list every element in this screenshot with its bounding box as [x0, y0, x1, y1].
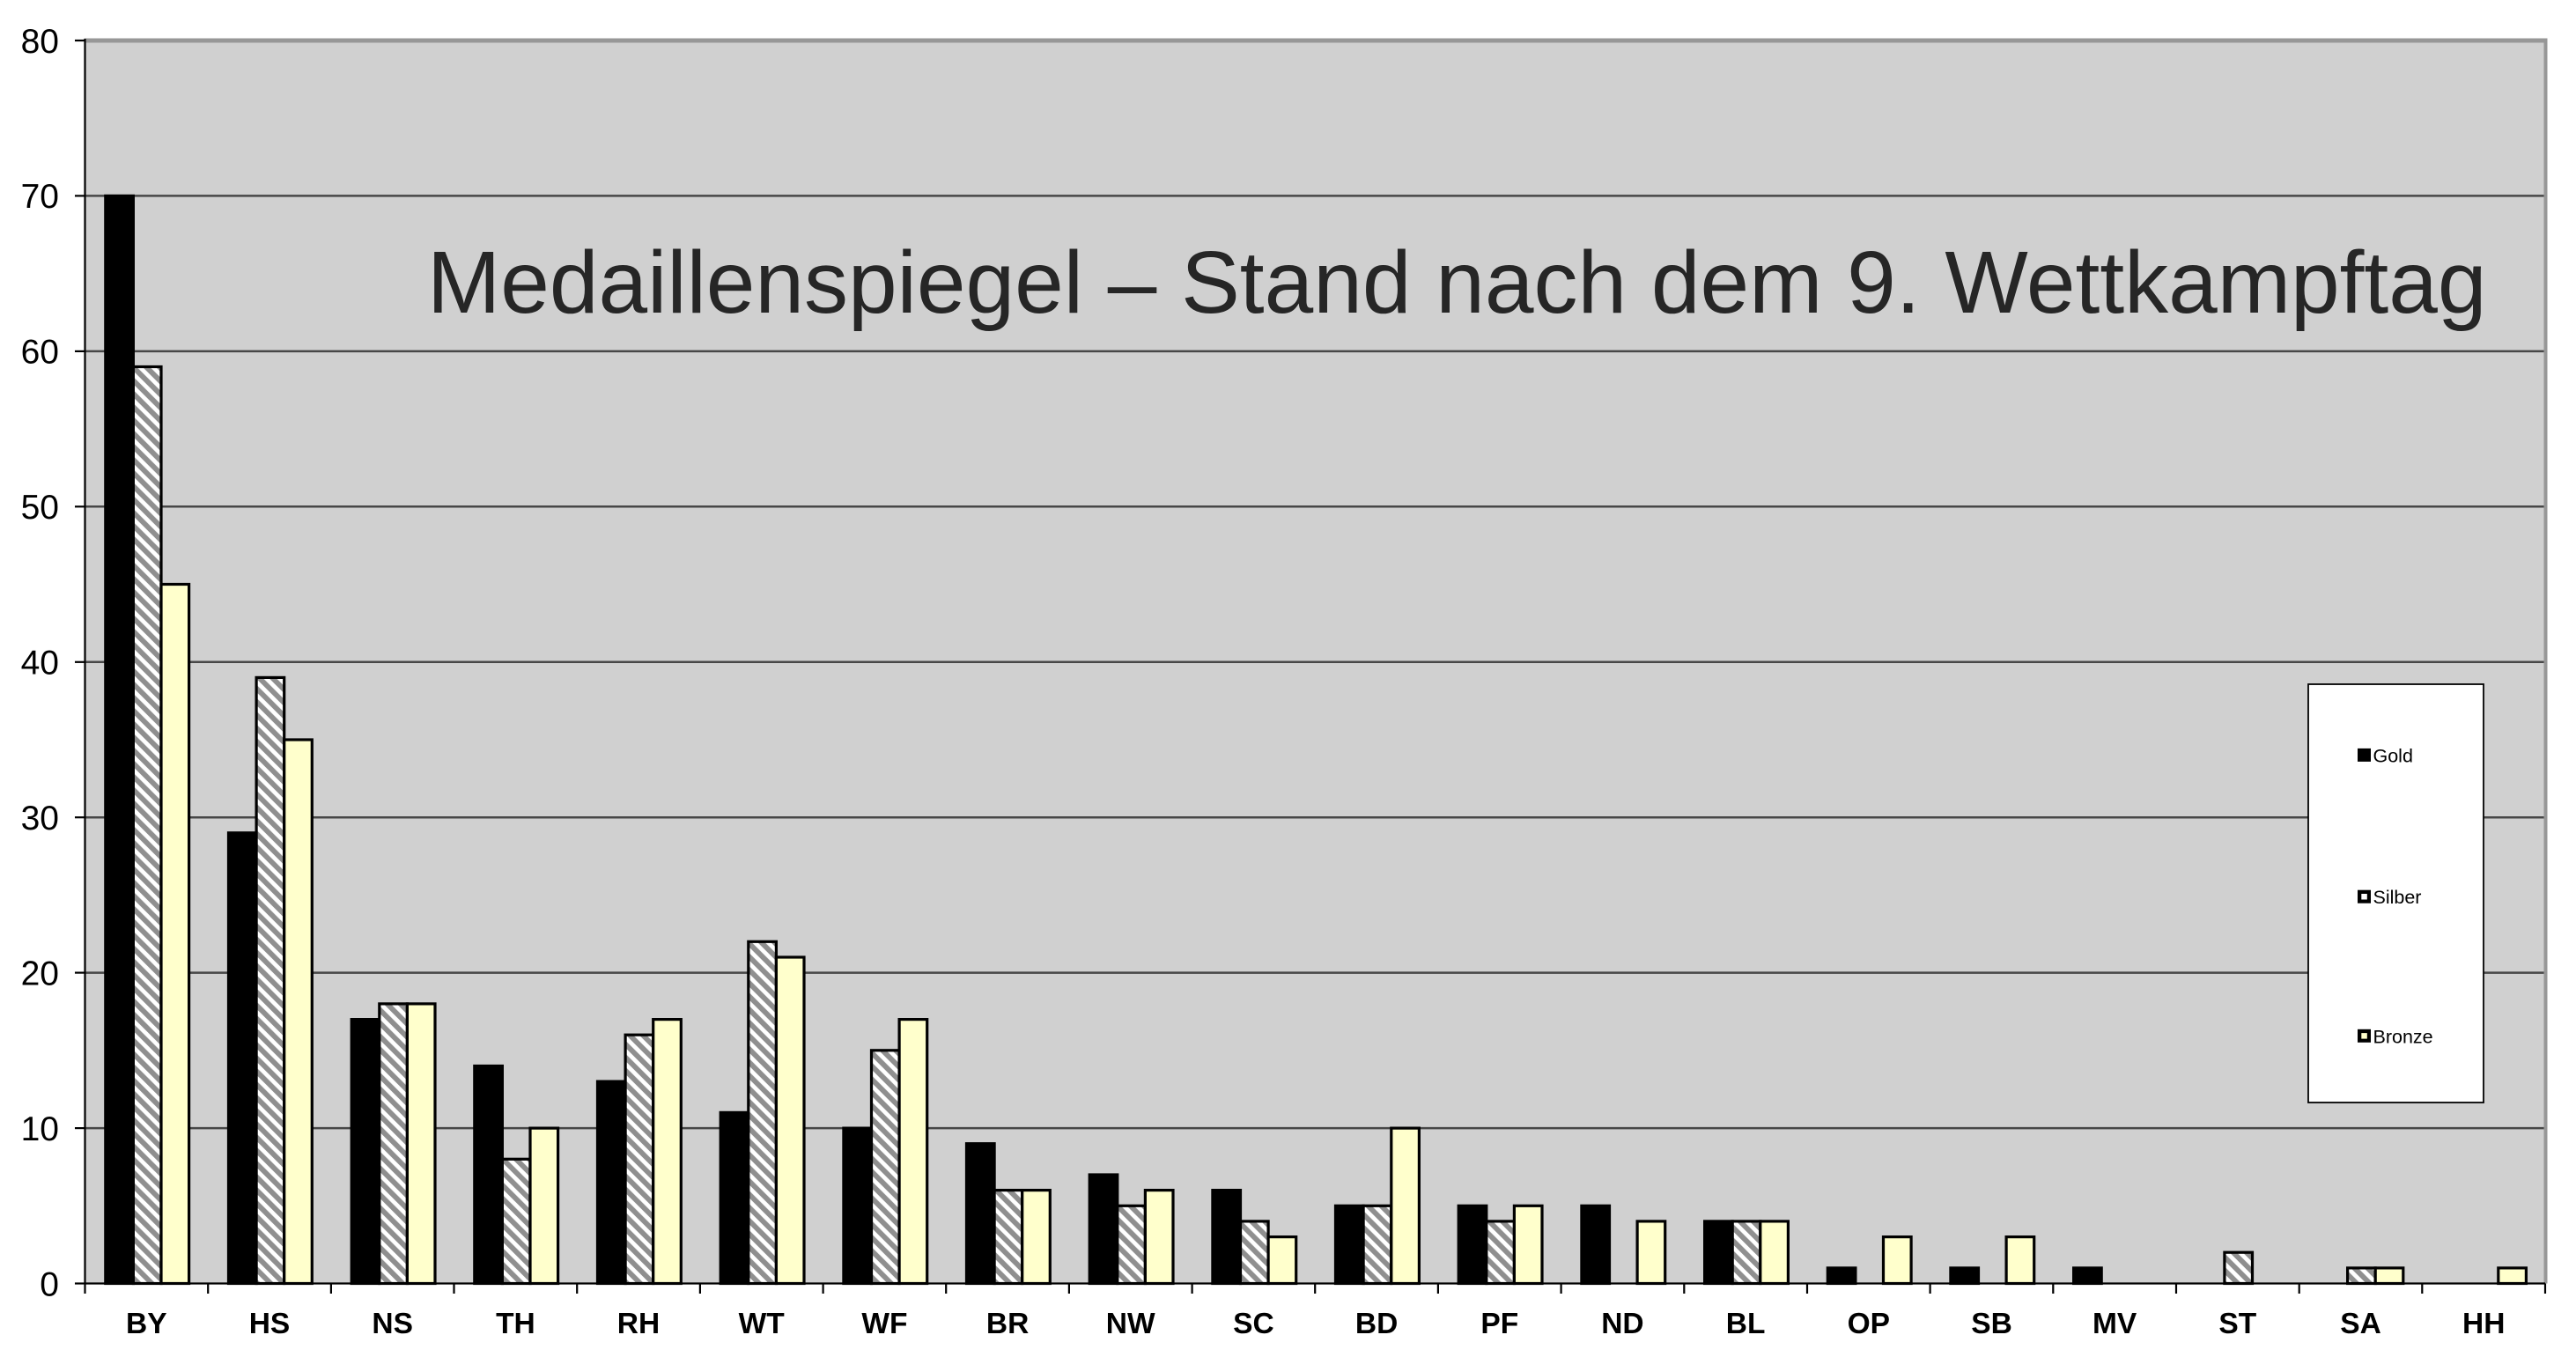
svg-text:ND: ND [1601, 1308, 1643, 1340]
svg-text:TH: TH [496, 1308, 535, 1340]
svg-text:NS: NS [372, 1308, 413, 1340]
svg-text:OP: OP [1848, 1308, 1890, 1340]
svg-text:Silber: Silber [2373, 887, 2422, 908]
svg-text:HH: HH [2462, 1308, 2505, 1340]
svg-text:Medaillenspiegel – Stand nach: Medaillenspiegel – Stand nach dem 9. Wet… [427, 233, 2486, 332]
svg-text:20: 20 [21, 955, 59, 992]
svg-text:BR: BR [986, 1308, 1029, 1340]
svg-text:RH: RH [617, 1308, 660, 1340]
svg-text:30: 30 [21, 800, 59, 837]
svg-text:WF: WF [861, 1308, 907, 1340]
svg-text:0: 0 [40, 1265, 59, 1303]
svg-text:60: 60 [21, 334, 59, 372]
svg-text:SC: SC [1233, 1308, 1274, 1340]
svg-text:BY: BY [126, 1308, 167, 1340]
svg-text:WT: WT [739, 1308, 786, 1340]
svg-text:BD: BD [1355, 1308, 1398, 1340]
svg-text:PF: PF [1480, 1308, 1518, 1340]
svg-text:MV: MV [2093, 1308, 2137, 1340]
svg-text:NW: NW [1106, 1308, 1155, 1340]
svg-text:SA: SA [2340, 1308, 2381, 1340]
svg-text:70: 70 [21, 178, 59, 216]
svg-text:SB: SB [1971, 1308, 2012, 1340]
svg-text:40: 40 [21, 645, 59, 682]
svg-text:50: 50 [21, 489, 59, 527]
svg-text:80: 80 [21, 23, 59, 61]
svg-text:ST: ST [2218, 1308, 2256, 1340]
svg-text:Gold: Gold [2373, 745, 2413, 766]
svg-text:BL: BL [1726, 1308, 1766, 1340]
svg-text:Bronze: Bronze [2373, 1026, 2433, 1047]
svg-text:10: 10 [21, 1110, 59, 1148]
svg-text:HS: HS [249, 1308, 291, 1340]
